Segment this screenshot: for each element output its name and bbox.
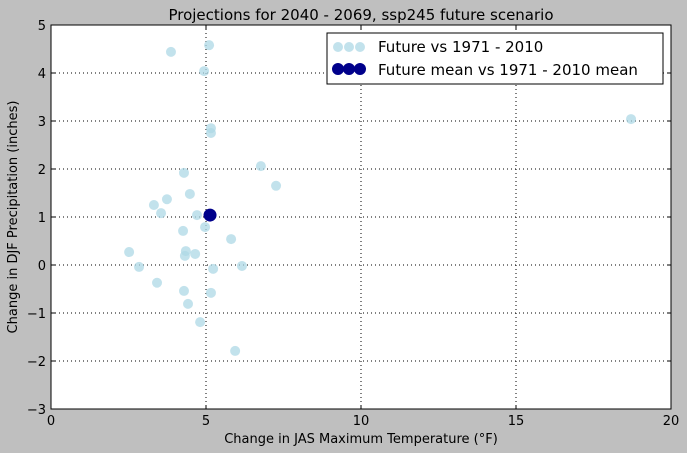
x-tick-label: 20 — [663, 414, 680, 429]
data-point-future — [204, 40, 215, 51]
y-tick-label: 1 — [38, 211, 46, 226]
legend-marker-future — [333, 42, 365, 52]
y-tick-label: 3 — [38, 115, 46, 130]
y-tick-label: −3 — [27, 403, 46, 418]
x-tick-label: 5 — [202, 414, 210, 429]
x-tick-label: 0 — [47, 414, 55, 429]
data-point-future — [205, 287, 216, 298]
y-tick-label: 2 — [38, 163, 46, 178]
data-point-future — [208, 263, 219, 274]
data-point-future — [178, 285, 189, 296]
data-point-future — [230, 345, 241, 356]
y-tick-label: −2 — [27, 355, 46, 370]
data-point-future — [200, 222, 211, 233]
data-point-future — [192, 210, 203, 221]
data-points — [124, 40, 637, 356]
y-axis-label: Change in DJF Precipitation (inches) — [6, 101, 21, 334]
data-point-future — [178, 167, 189, 178]
x-tick-label: 10 — [353, 414, 370, 429]
data-point-future — [183, 298, 194, 309]
legend-label-future: Future vs 1971 - 2010 — [378, 38, 543, 56]
data-point-future — [178, 225, 189, 236]
axis-ticks: 0 5 10 15 20 −3 −2 −1 0 1 2 3 4 5 — [27, 19, 679, 429]
legend-marker-dot — [333, 42, 343, 52]
y-tick-label: 5 — [38, 19, 46, 34]
legend-marker-dot — [344, 42, 354, 52]
data-point-future — [195, 317, 206, 328]
legend-box — [326, 32, 664, 85]
data-point-future — [190, 248, 201, 259]
x-tick-label: 15 — [508, 414, 525, 429]
legend-label-mean: Future mean vs 1971 - 2010 mean — [378, 61, 638, 79]
x-axis-label: Change in JAS Maximum Temperature (°F) — [224, 432, 498, 447]
data-point-future — [161, 194, 172, 205]
y-tick-label: 0 — [38, 259, 46, 274]
data-point-future — [165, 46, 176, 57]
data-point-future — [152, 277, 163, 288]
data-point-future — [134, 261, 145, 272]
legend-marker-dot — [343, 63, 355, 75]
data-point-future — [226, 234, 237, 245]
data-point-mean — [203, 208, 217, 222]
data-point-future — [255, 161, 266, 172]
data-point-future — [124, 247, 135, 258]
legend-marker-dot — [354, 63, 366, 75]
data-point-future — [626, 114, 637, 125]
y-tick-label: 4 — [38, 67, 46, 82]
data-point-future — [199, 66, 210, 77]
legend-marker-dot — [332, 63, 344, 75]
data-point-future — [184, 188, 195, 199]
data-point-future — [179, 250, 190, 261]
data-point-future — [148, 200, 159, 210]
legend-marker-mean — [332, 63, 366, 75]
data-point-future — [156, 208, 167, 219]
data-point-future — [205, 128, 216, 138]
y-tick-label: −1 — [27, 307, 46, 322]
legend-marker-dot — [355, 42, 365, 52]
chart-title: Projections for 2040 - 2069, ssp245 futu… — [168, 6, 553, 24]
legend: Future vs 1971 - 2010 Future mean vs 197… — [326, 32, 664, 85]
data-point-future — [236, 260, 247, 271]
data-point-future — [271, 180, 282, 191]
